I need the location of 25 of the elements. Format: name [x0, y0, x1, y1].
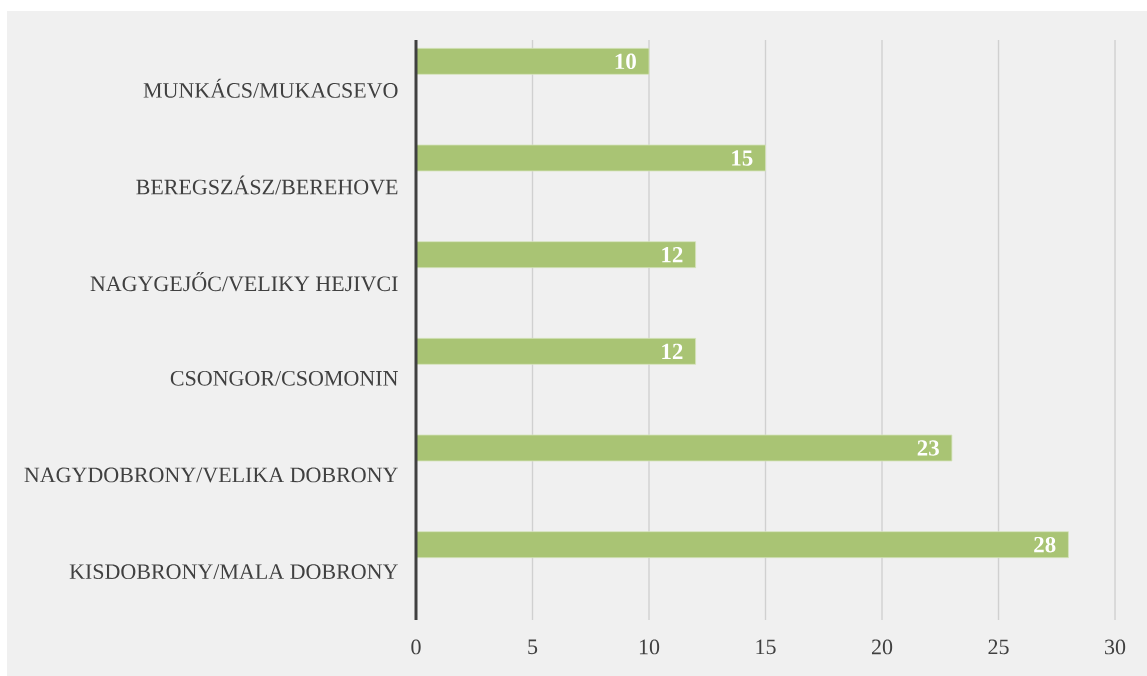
data-label: 23: [917, 440, 939, 456]
x-tick-label: 10: [639, 639, 660, 655]
y-tick-label: NAGYGEJŐC/VELIKY HEJIVCI: [90, 272, 398, 292]
bar: [415, 434, 953, 462]
data-label: 28: [1034, 536, 1056, 553]
y-tick-label: KISDOBRONY/MALA DOBRONY: [69, 564, 398, 580]
x-tick-label: 5: [528, 639, 538, 655]
bar: [415, 531, 1069, 559]
x-tick-label: 20: [871, 639, 893, 655]
bar: [415, 144, 766, 172]
data-label: 12: [662, 247, 683, 263]
x-tick-label: 0: [411, 639, 421, 655]
data-label: 10: [615, 53, 636, 70]
x-tick-label: 30: [1105, 639, 1126, 655]
data-label: 12: [662, 343, 683, 359]
bar: [415, 47, 650, 75]
y-tick-label: BEREGSZÁSZ/BEREHOVE: [136, 175, 398, 195]
bar: [415, 241, 697, 269]
bar: [415, 337, 697, 365]
y-tick-label: NAGYDOBRONY/VELIKA DOBRONY: [24, 467, 398, 483]
data-label: 15: [732, 150, 753, 166]
y-tick-label: CSONGOR/CSOMONIN: [170, 370, 398, 386]
x-tick-label: 25: [988, 639, 1009, 655]
y-tick-label: MUNKÁCS/MUKACSEVO: [143, 78, 398, 98]
x-tick-label: 15: [756, 639, 776, 655]
